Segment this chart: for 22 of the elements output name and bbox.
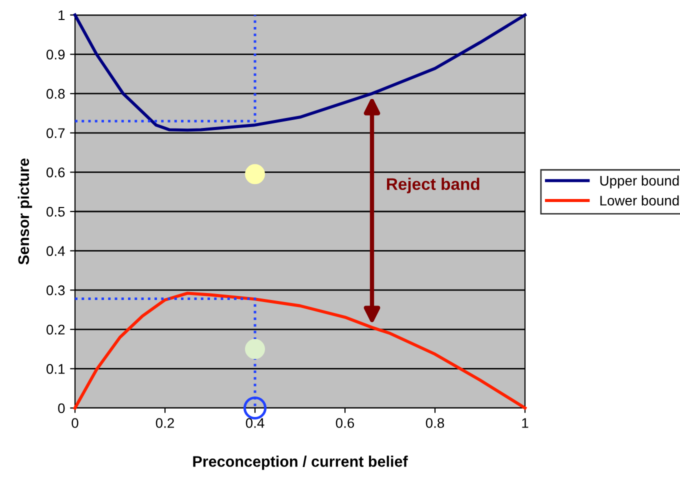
x-axis-title: Preconception / current belief [193, 456, 408, 470]
x-tick-label: 0 [72, 418, 78, 428]
y-tick-label: 0.1 [46, 364, 65, 374]
y-tick-label: 0.3 [46, 285, 65, 296]
y-tick-label: 0.5 [46, 206, 65, 217]
y-tick-label: 0.6 [46, 168, 65, 178]
y-tick-label: 1 [58, 10, 65, 20]
annotation: Reject band [387, 178, 480, 194]
x-tick-label: 1 [522, 418, 528, 428]
x-tick-label: 0.4 [246, 418, 264, 428]
y-tick-label: 0 [58, 403, 65, 414]
y-tick-label: 0.7 [46, 128, 65, 138]
legend-label: Lower bound [600, 195, 679, 206]
x-tick-label: 0.2 [156, 418, 174, 428]
y-axis-title: Sensor picture [18, 158, 32, 265]
x-tick-label: 0.8 [426, 418, 444, 428]
y-tick-label: 0.9 [46, 50, 65, 60]
y-tick-label: 0.8 [46, 88, 65, 99]
y-tick-label: 0.2 [46, 324, 65, 335]
legend-label: Upper bound [600, 175, 679, 188]
x-tick-label: 0.6 [336, 418, 354, 428]
y-tick-label: 0.4 [46, 246, 65, 256]
